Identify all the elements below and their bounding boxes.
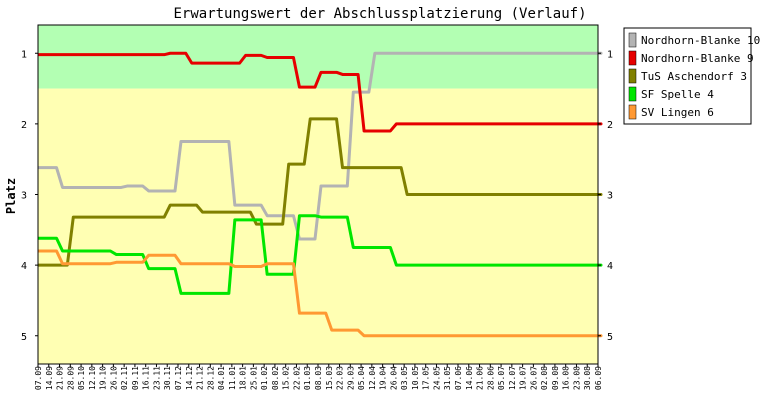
y-tick-label-right: 2: [607, 120, 613, 131]
x-tick-label: 10.05: [411, 366, 420, 390]
x-tick-label: 09.08: [551, 366, 560, 390]
x-tick-label: 12.07: [508, 366, 517, 390]
legend-label-0: Nordhorn-Blanke 10: [641, 34, 760, 47]
x-tick-label: 16.08: [562, 366, 571, 390]
chart-title: Erwartungswert der Abschlussplatzierung …: [173, 6, 586, 22]
x-tick-label: 26.04: [389, 366, 398, 390]
y-axis-label: Platz: [4, 178, 18, 214]
x-tick-label: 11.01: [228, 366, 237, 390]
x-tick-label: 12.04: [368, 366, 377, 390]
y-tick-label-left: 3: [21, 191, 27, 202]
series-lines: [38, 51, 603, 338]
x-tick-label: 23.11: [152, 366, 161, 390]
x-tick-label: 21.06: [476, 366, 485, 390]
x-tick-label: 19.04: [379, 366, 388, 390]
y-tick-label-left: 2: [21, 120, 27, 131]
x-tick-label: 09.11: [131, 366, 140, 390]
legend-swatch-3: [628, 86, 637, 102]
x-tick-label: 31.05: [443, 366, 452, 390]
series-line-4: [38, 249, 603, 338]
x-tick-label: 30.08: [583, 366, 592, 390]
legend-swatch-2: [628, 68, 637, 84]
x-tick-label: 05.07: [497, 366, 506, 390]
x-tick-label: 07.12: [174, 366, 183, 390]
legend-swatch-4: [628, 104, 637, 120]
legend-box: [623, 27, 752, 125]
y-tick-label-right: 1: [607, 49, 613, 60]
band-1: [38, 88, 598, 364]
legend-label-1: Nordhorn-Blanke 9: [641, 52, 754, 65]
x-tick-label: 01.02: [260, 366, 269, 390]
y-tick-label-left: 5: [21, 332, 27, 343]
legend-label-4: SV Lingen 6: [641, 106, 714, 119]
x-tick-label: 22.03: [336, 366, 345, 390]
y-tick-label-right: 4: [607, 261, 613, 272]
x-tick-label: 23.08: [572, 366, 581, 390]
x-tick-label: 02.08: [540, 366, 549, 390]
series-line-1: [38, 51, 603, 133]
x-axis-ticks: 07.09 14.09 21.09 28.09 05.10 12.10 19.10 26.10…: [34, 364, 603, 390]
x-tick-label: 01.03: [303, 366, 312, 390]
x-tick-label: 28.12: [206, 366, 215, 390]
x-tick-label: 07.06: [454, 366, 463, 390]
x-tick-label: 28.09: [66, 366, 75, 390]
x-tick-label: 29.03: [346, 366, 355, 390]
x-tick-label: 19.10: [99, 366, 108, 390]
y-tick-label-right: 3: [607, 191, 613, 202]
x-tick-label: 02.11: [120, 366, 129, 390]
x-tick-label: 22.02: [292, 366, 301, 390]
x-tick-label: 08.03: [314, 366, 323, 390]
x-tick-label: 14.12: [185, 366, 194, 390]
series-line-0: [38, 51, 603, 241]
x-tick-label: 15.02: [282, 366, 291, 390]
x-tick-label: 28.06: [486, 366, 495, 390]
legend-swatch-0: [628, 32, 637, 48]
series-line-2: [38, 117, 603, 267]
legend-label-3: SF Spelle 4: [641, 88, 714, 101]
x-tick-label: 06.09: [594, 366, 603, 390]
x-tick-label: 17.05: [422, 366, 431, 390]
x-tick-label: 21.12: [196, 366, 205, 390]
x-tick-label: 08.02: [271, 366, 280, 390]
x-tick-label: 15.03: [325, 366, 334, 390]
x-tick-label: 26.10: [109, 366, 118, 390]
background-bands: [38, 25, 598, 364]
x-tick-label: 14.06: [465, 366, 474, 390]
x-tick-label: 12.10: [88, 366, 97, 390]
x-tick-label: 07.09: [34, 366, 43, 390]
x-tick-label: 14.09: [45, 366, 54, 390]
legend-label-2: TuS Aschendorf 3: [641, 70, 747, 83]
legend-swatch-1: [628, 50, 637, 66]
x-tick-label: 25.01: [249, 366, 258, 390]
legend: Nordhorn-Blanke 10 Nordhorn-Blanke 9 TuS A…: [623, 27, 760, 125]
x-tick-label: 26.07: [529, 366, 538, 390]
x-tick-label: 19.07: [519, 366, 528, 390]
y-axis-ticks: 1 1 2 2 3 3 4 4 5 5: [21, 49, 613, 343]
x-tick-label: 24.05: [432, 366, 441, 390]
x-tick-label: 16.11: [142, 366, 151, 390]
y-tick-label-right: 5: [607, 332, 613, 343]
x-tick-label: 03.05: [400, 366, 409, 390]
x-tick-label: 21.09: [56, 366, 65, 390]
x-tick-label: 05.04: [357, 366, 366, 390]
y-tick-label-left: 4: [21, 261, 27, 272]
x-tick-label: 30.11: [163, 366, 172, 390]
x-tick-label: 05.10: [77, 366, 86, 390]
x-tick-label: 18.01: [239, 366, 248, 390]
y-tick-label-left: 1: [21, 49, 27, 60]
series-line-3: [38, 214, 603, 295]
x-tick-label: 04.01: [217, 366, 226, 390]
